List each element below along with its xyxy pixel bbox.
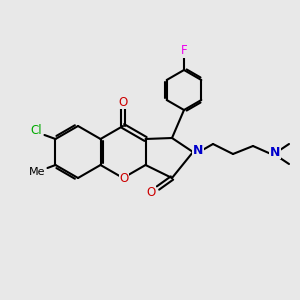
Text: O: O: [119, 172, 129, 185]
Text: N: N: [270, 146, 280, 158]
Text: F: F: [181, 44, 187, 58]
Text: N: N: [193, 145, 203, 158]
Text: Me: Me: [29, 167, 46, 177]
Text: O: O: [118, 95, 128, 109]
Text: Cl: Cl: [31, 124, 42, 137]
Text: O: O: [146, 185, 156, 199]
